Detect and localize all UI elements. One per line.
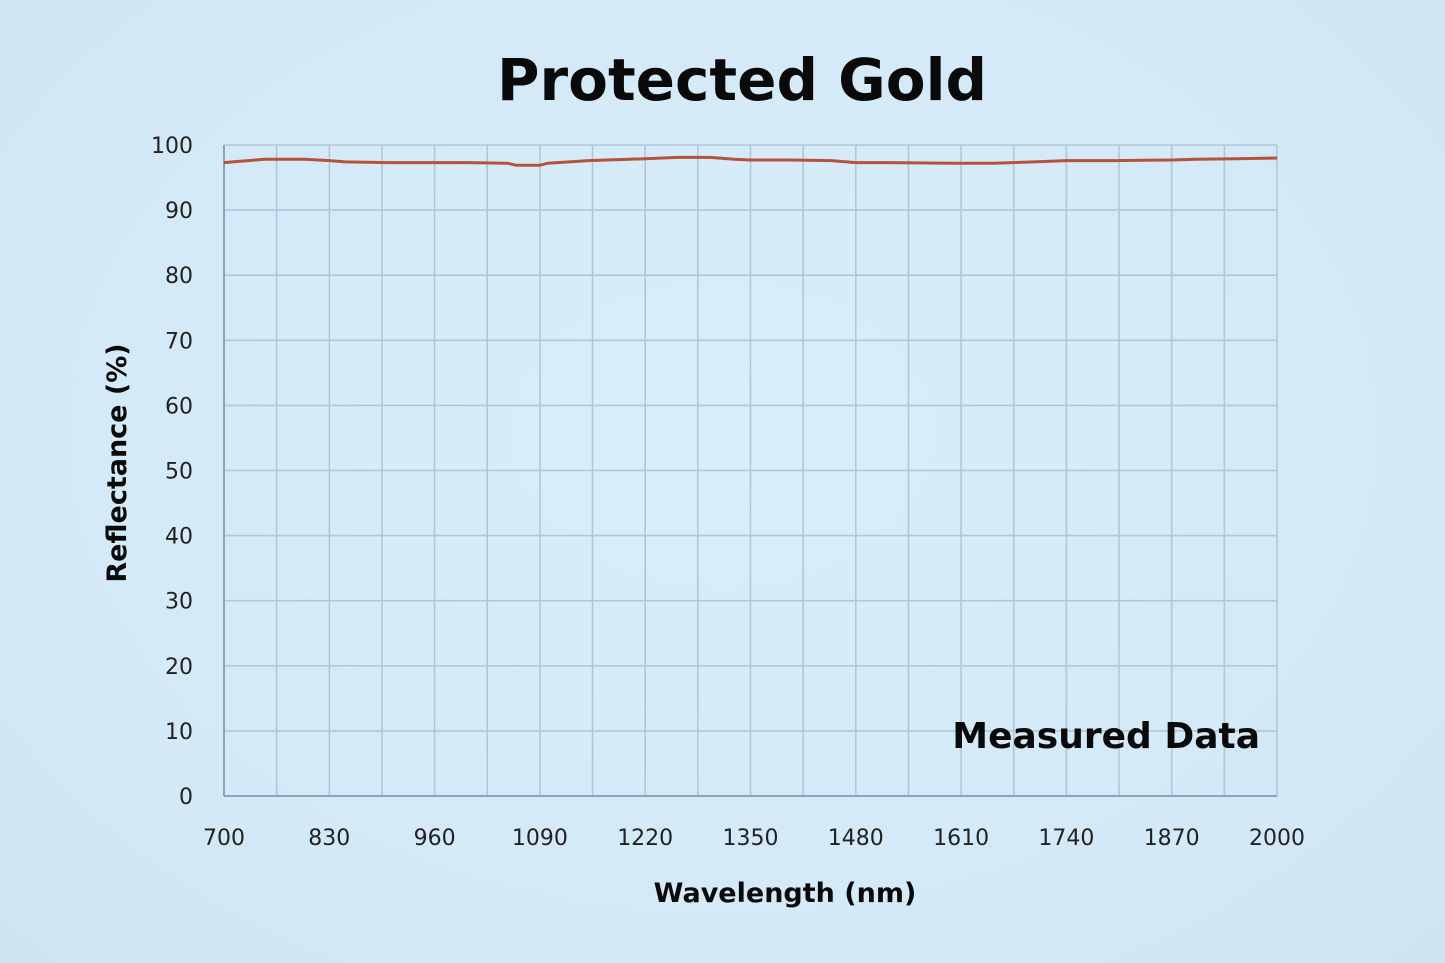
x-tick-label: 1740 [1038, 826, 1094, 851]
chart-title: Protected Gold [497, 46, 987, 114]
grid [223, 144, 1278, 797]
y-tick-label: 30 [165, 590, 193, 615]
y-tick-labels: 0 10 20 30 40 50 60 70 80 90 100 [151, 134, 193, 810]
x-tick-label: 830 [308, 826, 350, 851]
series-layer [223, 155, 1278, 167]
y-tick-label: 90 [165, 199, 193, 224]
x-tick-label: 1480 [828, 826, 884, 851]
x-tick-label: 700 [203, 826, 245, 851]
x-tick-label: 1350 [723, 826, 779, 851]
x-tick-label: 1090 [512, 826, 568, 851]
x-tick-label: 1610 [933, 826, 989, 851]
x-tick-labels: 700 830 960 1090 1220 1350 1480 1610 1740 1870 200… [203, 826, 1305, 851]
y-tick-label: 100 [151, 134, 193, 159]
x-axis-label: Wavelength (nm) [654, 878, 917, 909]
x-tick-label: 1220 [617, 826, 673, 851]
x-tick-label: 1870 [1144, 826, 1200, 851]
x-tick-label: 2000 [1249, 826, 1305, 851]
x-tick-label: 960 [414, 826, 456, 851]
y-tick-label: 60 [165, 394, 193, 419]
y-tick-label: 70 [165, 329, 193, 354]
y-tick-label: 0 [179, 785, 193, 810]
y-tick-label: 10 [165, 720, 193, 745]
measured-data-annotation: Measured Data [952, 716, 1260, 757]
y-tick-label: 40 [165, 525, 193, 550]
reflectance-series-line [223, 155, 1278, 167]
y-tick-label: 50 [165, 460, 193, 485]
y-axis-label: Reflectance (%) [102, 343, 133, 582]
y-tick-label: 20 [165, 655, 193, 680]
y-tick-label: 80 [165, 264, 193, 289]
